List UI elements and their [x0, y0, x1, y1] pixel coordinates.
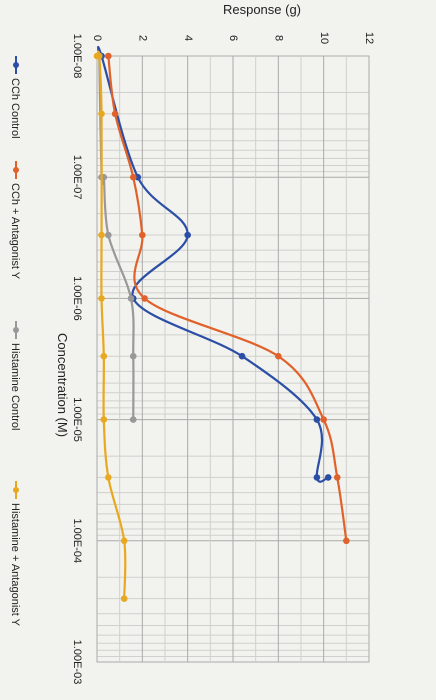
x-tick-label: 1.00E-03	[71, 640, 83, 685]
legend-swatch-marker	[13, 327, 19, 333]
data-point	[105, 52, 112, 60]
data-point	[105, 474, 112, 481]
x-tick-label: 1.00E-06	[71, 276, 83, 321]
data-point	[129, 352, 137, 360]
x-tick-label: 1.00E-07	[71, 155, 83, 200]
data-point	[141, 295, 148, 302]
data-point	[111, 110, 119, 118]
y-tick-label: 12	[363, 32, 375, 44]
data-point	[275, 352, 282, 360]
y-tick-label: 8	[272, 35, 284, 41]
legend-swatch-marker	[13, 62, 19, 68]
data-point	[127, 295, 135, 302]
axis-ticks: 0 2 4 6 8 10 12 1.00E-08 1.00E-07 1.00E-06 1.00E-0…	[71, 32, 375, 684]
data-point	[98, 110, 105, 118]
grid	[96, 55, 370, 663]
data-point	[343, 537, 350, 545]
data-point	[184, 231, 191, 239]
legend-label: CCh + Antagonist Y	[9, 183, 21, 280]
y-tick-label: 4	[182, 35, 194, 41]
data-point	[238, 352, 246, 360]
legend-label: CCh Control	[9, 78, 21, 139]
data-point	[120, 537, 128, 545]
data-point	[100, 352, 108, 360]
legend-label: Histamine + Antagonist Y	[9, 503, 21, 627]
data-point	[98, 295, 105, 302]
series-line	[95, 50, 127, 599]
legend-rotated: CCh Control CCh + Antagonist Y Histamine C…	[9, 56, 21, 627]
data-point	[129, 416, 137, 423]
legend-swatch-marker	[13, 487, 19, 493]
y-axis-label: Response (g)	[223, 2, 301, 17]
y-tick-label: 10	[318, 32, 330, 44]
data-point	[134, 173, 142, 181]
x-tick-label: 1.00E-08	[71, 34, 83, 79]
legend-label: Histamine Control	[9, 343, 21, 430]
y-tick-label: 2	[136, 35, 148, 41]
x-tick-label: 1.00E-05	[71, 397, 83, 442]
x-tick-label: 1.00E-04	[71, 518, 83, 563]
y-tick-label: 0	[91, 35, 103, 41]
data-point	[324, 474, 332, 481]
series-line	[107, 55, 348, 541]
series-layer	[93, 46, 350, 602]
data-point	[320, 416, 327, 423]
data-point	[333, 474, 341, 481]
legend-swatch-marker	[13, 167, 19, 173]
data-point	[98, 231, 105, 239]
data-point	[120, 595, 128, 602]
data-point	[313, 474, 321, 481]
data-point	[313, 416, 321, 423]
data-point	[95, 52, 103, 60]
x-axis-label: Concentration (M)	[55, 333, 70, 437]
data-point	[129, 173, 137, 181]
y-tick-label: 6	[227, 35, 239, 41]
data-point	[139, 231, 146, 239]
data-point	[105, 231, 112, 239]
data-point	[100, 416, 108, 423]
legend: CCh Control CCh + Antagonist Y Histamine C…	[9, 56, 21, 627]
